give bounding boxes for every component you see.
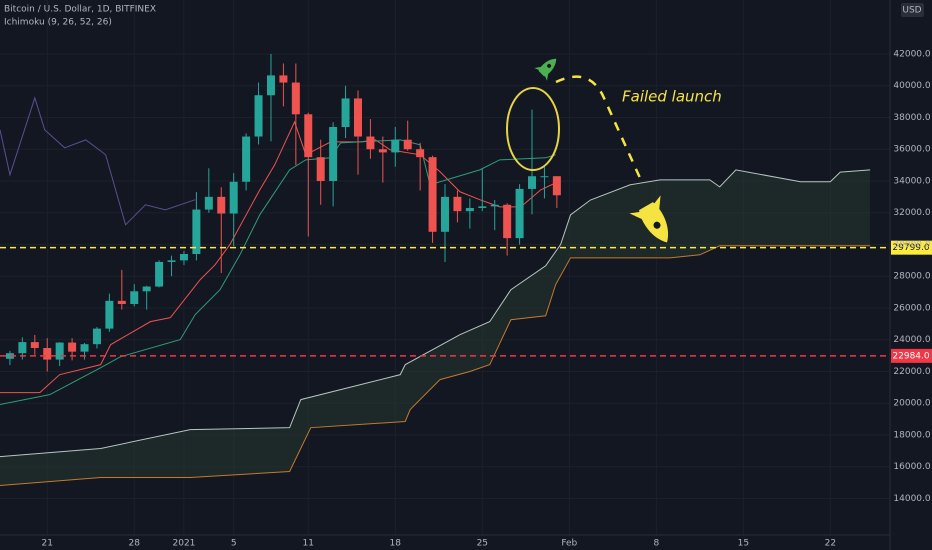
y-tick-label: 26000.0 bbox=[893, 303, 930, 313]
x-tick-label: 5 bbox=[231, 539, 237, 549]
rocket-icon bbox=[534, 58, 557, 81]
candle-body bbox=[391, 139, 400, 153]
candle-body bbox=[478, 206, 487, 208]
candle-body bbox=[130, 291, 139, 305]
y-tick-label: 34000.0 bbox=[893, 176, 930, 186]
y-tick-label: 42000.0 bbox=[893, 49, 930, 59]
candle-body bbox=[378, 149, 387, 153]
price-label-box bbox=[891, 240, 932, 255]
x-tick-label: 2021 bbox=[173, 539, 196, 549]
annotation: Failed launch bbox=[622, 88, 722, 106]
candle-body bbox=[155, 261, 164, 287]
indicator-line bbox=[0, 245, 871, 486]
chart-title: Bitcoin / U.S. Dollar, 1D, BITFINEX bbox=[4, 5, 156, 15]
x-tick-label: 18 bbox=[390, 539, 402, 549]
candle-body bbox=[242, 136, 251, 182]
candle-body bbox=[403, 139, 412, 150]
y-tick-label: 22000.0 bbox=[893, 367, 930, 377]
indicator-line bbox=[0, 139, 556, 405]
candle-body bbox=[353, 98, 362, 137]
x-tick-label: 22 bbox=[825, 539, 836, 549]
candle-body bbox=[329, 127, 338, 181]
x-tick-label: 15 bbox=[738, 539, 749, 549]
y-tick-label: 38000.0 bbox=[893, 113, 930, 123]
candle-body bbox=[92, 328, 101, 345]
price-label: 22984.0 bbox=[892, 351, 929, 361]
candle-body bbox=[266, 75, 275, 96]
candle-body bbox=[465, 207, 474, 212]
candle-body bbox=[291, 82, 300, 115]
candle-body bbox=[341, 98, 350, 128]
candles bbox=[5, 53, 561, 372]
indicator-line bbox=[0, 169, 871, 458]
y-tick-label: 36000.0 bbox=[893, 145, 930, 155]
y-tick-label: 14000.0 bbox=[893, 494, 930, 504]
candle-body bbox=[217, 196, 226, 214]
y-tick-label: 32000.0 bbox=[893, 208, 930, 218]
candle-body bbox=[229, 181, 238, 214]
candle-body bbox=[117, 300, 126, 305]
x-tick-label: 8 bbox=[653, 539, 659, 549]
candle-body bbox=[5, 353, 14, 359]
highlight-ellipse bbox=[506, 87, 560, 171]
candle-body bbox=[30, 342, 39, 348]
candle-body bbox=[428, 157, 437, 232]
candle-body bbox=[528, 176, 537, 189]
candle-body bbox=[105, 300, 114, 329]
indicator-line bbox=[0, 96, 196, 226]
indicator-lines bbox=[0, 96, 871, 486]
x-tick-label: 25 bbox=[477, 539, 488, 549]
x-tick-label: 11 bbox=[303, 539, 314, 549]
indicator-line bbox=[0, 120, 556, 394]
candle-body bbox=[179, 254, 188, 261]
candle-body bbox=[490, 204, 499, 207]
candle-body bbox=[43, 347, 52, 360]
candle-body bbox=[515, 188, 524, 239]
candle-body bbox=[254, 95, 263, 137]
candle-body bbox=[142, 286, 151, 292]
candle-body bbox=[192, 209, 201, 255]
candle-body bbox=[55, 342, 64, 360]
y-tick-label: 28000.0 bbox=[893, 272, 930, 282]
x-tick-label: Feb bbox=[561, 539, 577, 549]
candle-body bbox=[18, 342, 27, 354]
candle-body bbox=[540, 176, 549, 178]
y-tick-label: 30000.0 bbox=[893, 240, 930, 250]
candle-body bbox=[204, 196, 213, 210]
price-label-box bbox=[891, 348, 932, 363]
indicator-label: Ichimoku (9, 26, 52, 26) bbox=[4, 18, 112, 28]
candle-body bbox=[68, 342, 77, 352]
candle-body bbox=[80, 344, 89, 352]
falling-rocket-icon bbox=[629, 195, 669, 243]
price-label: 29799.0 bbox=[892, 243, 929, 253]
candle-body bbox=[441, 196, 449, 232]
candle-body bbox=[316, 157, 325, 181]
y-tick-label: 16000.0 bbox=[893, 462, 930, 472]
candle-body bbox=[416, 149, 425, 158]
candle-body bbox=[167, 260, 176, 262]
y-axis-label: USD bbox=[902, 6, 921, 16]
price-lines: 29799.0 22984.0 bbox=[0, 240, 932, 363]
candle-body bbox=[304, 114, 313, 158]
candle-body bbox=[366, 136, 375, 150]
x-tick-label: 21 bbox=[42, 539, 53, 549]
candle-body bbox=[552, 176, 561, 196]
y-tick-label: 40000.0 bbox=[893, 81, 930, 91]
trajectory bbox=[555, 75, 642, 179]
unit-box bbox=[901, 3, 924, 17]
y-tick-label: 24000.0 bbox=[893, 335, 930, 345]
candle-body bbox=[503, 204, 512, 239]
y-tick-label: 18000.0 bbox=[893, 430, 930, 440]
cloud-fill bbox=[0, 169, 871, 486]
x-tick-label: 28 bbox=[129, 539, 141, 549]
y-tick-label: 20000.0 bbox=[893, 399, 930, 409]
candle-body bbox=[279, 75, 288, 83]
candle-body bbox=[453, 196, 462, 212]
